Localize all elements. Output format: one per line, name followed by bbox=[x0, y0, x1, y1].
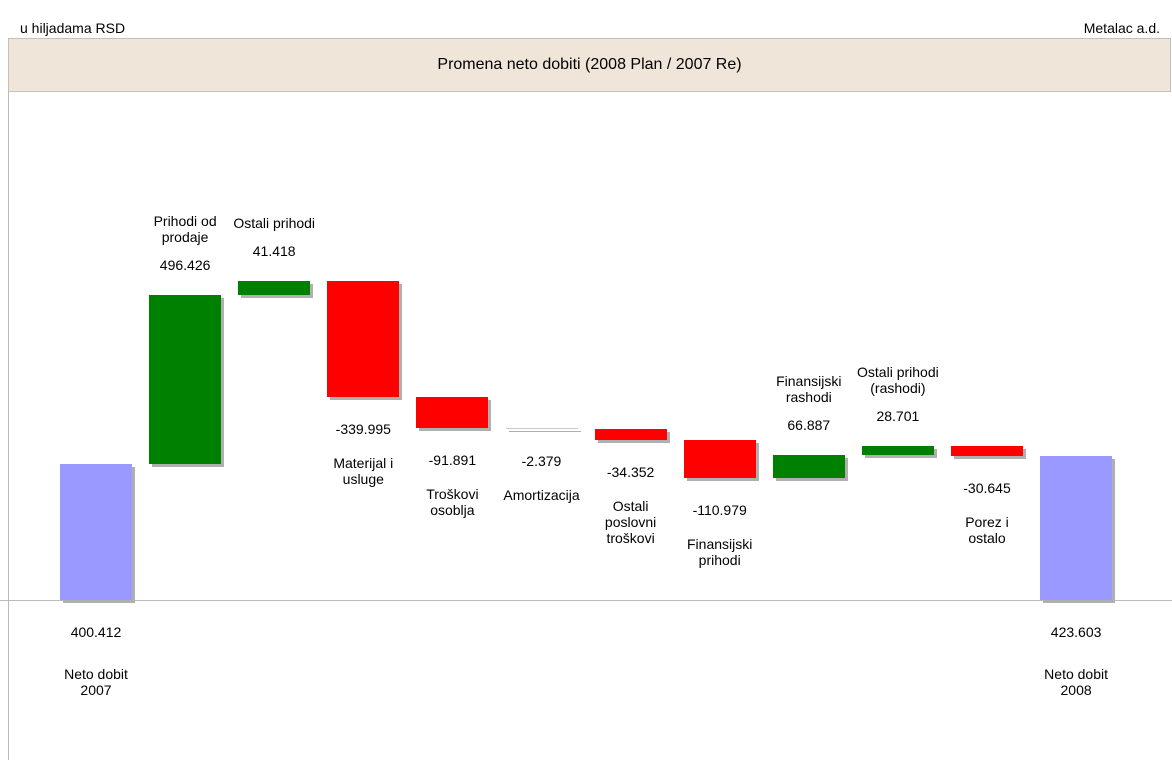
bar bbox=[772, 455, 845, 479]
bar bbox=[861, 445, 934, 456]
bar bbox=[951, 445, 1023, 456]
unit-note: u hiljadama RSD bbox=[20, 20, 126, 36]
value-label: 423.603 bbox=[1050, 624, 1102, 640]
bar bbox=[60, 463, 132, 600]
value-label: 41.418 bbox=[252, 243, 296, 259]
bar-shadow bbox=[508, 430, 581, 433]
category-label: Ostali prihodi bbox=[233, 215, 316, 231]
value-label: 496.426 bbox=[159, 257, 211, 274]
category-label: Finansijski prihodi bbox=[687, 536, 753, 569]
bar bbox=[594, 428, 667, 441]
category-label: Ostali prihodi (rashodi) bbox=[857, 363, 939, 396]
bar bbox=[505, 427, 578, 430]
bar bbox=[238, 281, 311, 296]
category-label: Ostali poslovni troškovi bbox=[604, 498, 657, 547]
company: Metalac a.d. bbox=[1083, 20, 1160, 36]
baseline bbox=[0, 600, 1172, 601]
category-label: Neto dobit 2007 bbox=[64, 666, 128, 698]
bar bbox=[149, 295, 222, 464]
category-label: Amortizacija bbox=[503, 486, 580, 503]
category-label: Neto dobit 2008 bbox=[1044, 666, 1108, 698]
value-label: -110.979 bbox=[692, 502, 747, 519]
value-label: 400.412 bbox=[70, 624, 122, 640]
value-label: 28.701 bbox=[876, 407, 920, 424]
value-label: -2.379 bbox=[521, 452, 562, 469]
bar bbox=[327, 281, 400, 397]
bar bbox=[416, 396, 489, 428]
category-label: Prihodi od prodaje bbox=[153, 213, 217, 246]
bar bbox=[683, 440, 756, 479]
chart-title: Promena neto dobiti (2008 Plan / 2007 Re… bbox=[8, 38, 1171, 92]
value-label: -339.995 bbox=[335, 420, 391, 437]
value-label: -91.891 bbox=[428, 451, 477, 468]
category-label: Finansijski rashodi bbox=[776, 373, 842, 406]
bar bbox=[1040, 455, 1113, 600]
category-label: Porez i ostalo bbox=[965, 513, 1009, 546]
frame-line bbox=[8, 92, 9, 760]
value-label: -34.352 bbox=[606, 464, 655, 481]
value-label: 66.887 bbox=[787, 417, 831, 434]
value-label: -30.645 bbox=[963, 479, 1011, 496]
category-label: Troškovi osoblja bbox=[426, 485, 479, 518]
category-label: Materijal i usluge bbox=[333, 454, 394, 487]
